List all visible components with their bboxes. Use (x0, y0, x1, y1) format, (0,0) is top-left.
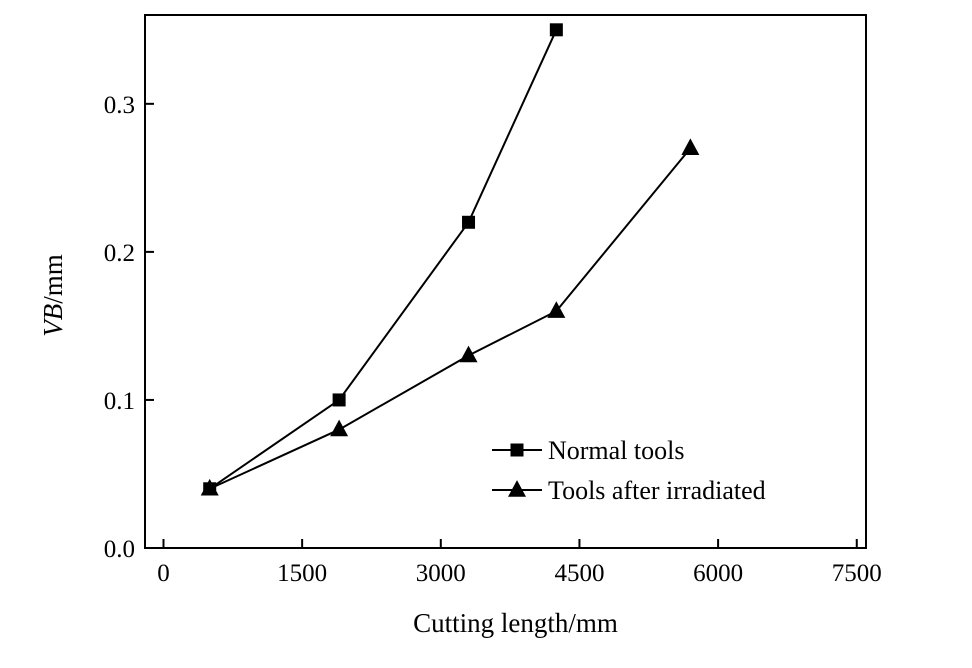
data-point-square (332, 393, 346, 407)
series-line (209, 29, 558, 490)
x-tick-label: 3000 (416, 560, 466, 587)
y-axis-title-unit: /mm (38, 254, 68, 304)
legend-label: Normal tools (548, 436, 685, 465)
series-tools-after-irradiated (200, 138, 700, 496)
data-point-triangle (200, 478, 219, 496)
legend-marker-triangle (508, 480, 526, 497)
x-tick-label: 0 (157, 560, 170, 587)
y-axis-title-symbol: VB (38, 304, 68, 337)
y-tick-label: 0.2 (104, 240, 135, 267)
legend: Normal tools Tools after irradiated (492, 436, 766, 505)
data-point-square (462, 215, 476, 229)
legend-marker-square (510, 443, 524, 457)
series-layer (200, 23, 700, 496)
plot-frame (144, 14, 867, 549)
data-point-square (549, 23, 563, 37)
y-tick-label: 0.3 (104, 92, 135, 119)
legend-item: Normal tools (492, 436, 685, 465)
data-point-triangle (681, 138, 700, 155)
data-point-triangle (330, 419, 349, 437)
x-tick-label: 1500 (277, 560, 327, 587)
series-normal-tools (203, 23, 563, 496)
legend-label: Tools after irradiated (548, 476, 766, 505)
y-axis-title: VB/mm (38, 254, 68, 337)
legend-item: Tools after irradiated (492, 476, 766, 505)
x-axis-title: Cutting length/mm (413, 608, 618, 638)
x-tick-label: 7500 (832, 560, 882, 587)
x-tick-label: 4500 (554, 560, 604, 587)
y-tick-label: 0.0 (104, 536, 135, 563)
data-point-triangle (547, 301, 566, 318)
y-tick-label: 0.1 (104, 388, 135, 415)
x-tick-label: 6000 (693, 560, 743, 587)
data-point-triangle (459, 345, 478, 363)
axes: 0 1500 3000 4500 6000 7500 0.0 0.1 0.2 0.3 (104, 14, 882, 587)
